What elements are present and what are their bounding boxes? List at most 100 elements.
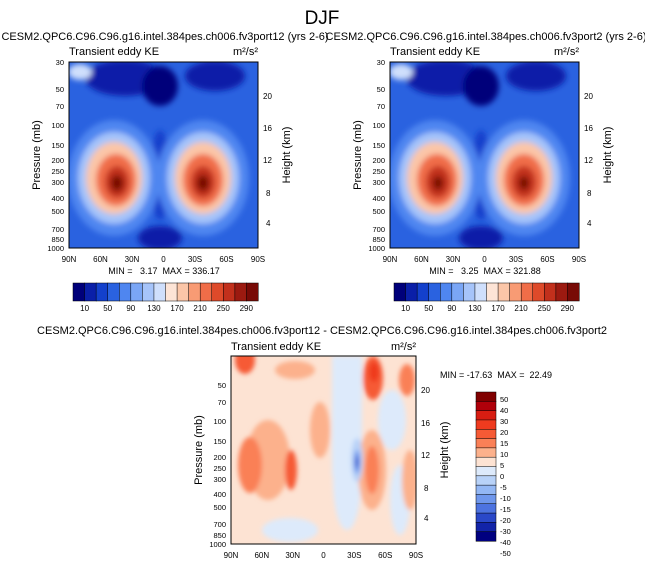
panel-2-frame — [389, 61, 580, 249]
y2-tick: 16 — [263, 124, 272, 133]
colorbar-swatch — [544, 282, 557, 302]
panel-3-subtitle: Transient eddy KE — [231, 341, 321, 353]
y-tick: 700 — [372, 225, 385, 234]
y-tick: 50 — [377, 85, 385, 94]
panel-1-yticks: 30 50 70 100 150 200 250 300 400 500 700… — [47, 58, 64, 253]
y2-tick: 8 — [424, 484, 429, 493]
cbar-label: -50 — [500, 549, 511, 558]
y2-tick: 4 — [424, 514, 429, 523]
colorbar-swatch — [246, 282, 259, 302]
colorbar-swatch — [475, 391, 497, 402]
panel-2-xticks: 90N 60N 30N 0 30S 60S 90S — [383, 255, 586, 264]
panel-3-frame — [230, 355, 417, 545]
cbar-label: 90 — [126, 304, 135, 313]
y-tick: 250 — [51, 167, 64, 176]
panel-1-ylabel: Pressure (mb) — [31, 120, 43, 190]
colorbar-swatch — [451, 282, 464, 302]
colorbar-swatch — [211, 282, 224, 302]
y2-tick: 20 — [584, 92, 593, 101]
colorbar-swatch — [475, 503, 497, 514]
colorbar-swatch — [165, 282, 178, 302]
panel-1-subtitle: Transient eddy KE — [69, 46, 159, 58]
colorbar-swatch — [188, 282, 201, 302]
panel-3-y2ticks: 4 8 12 16 20 — [421, 386, 430, 523]
cbar-label: 15 — [500, 439, 508, 448]
cbar-label: 10 — [500, 450, 508, 459]
cbar-label: 170 — [170, 304, 184, 313]
cbar-label: 130 — [468, 304, 482, 313]
panel-3-xticks: 90N 60N 30N 0 30S 60S 90S — [224, 551, 423, 560]
panel-2-units: m²/s² — [554, 46, 579, 58]
colorbar-swatch — [520, 282, 534, 302]
y2-tick: 12 — [263, 156, 272, 165]
y-tick: 250 — [372, 167, 385, 176]
panel-2-title: CESM2.QPC6.C96.C96.g16.intel.384pes.ch00… — [326, 31, 645, 43]
cbar-label: 210 — [193, 304, 207, 313]
cbar-label: 130 — [147, 304, 161, 313]
y2-tick: 4 — [587, 219, 592, 228]
colorbar-swatch — [176, 282, 190, 302]
y-tick: 1000 — [209, 540, 226, 549]
colorbar-swatch — [555, 282, 568, 302]
panel-1-xticks: 90N 60N 30N 0 30S 60S 90S — [62, 255, 265, 264]
panel-3-stats: MIN = -17.63 MAX = 22.49 — [440, 370, 552, 380]
colorbar-swatch — [463, 282, 476, 302]
x-tick: 60N — [93, 255, 108, 264]
panel-1: CESM2.QPC6.C96.C96.g16.intel.384pes.ch00… — [1, 31, 328, 313]
cbar-label: -15 — [500, 505, 511, 514]
x-tick: 30S — [188, 255, 202, 264]
cbar-label: 250 — [217, 304, 231, 313]
panel-2-subtitle: Transient eddy KE — [390, 46, 480, 58]
y-tick: 850 — [213, 531, 226, 540]
panel-1-y2ticks: 4 8 12 16 20 — [263, 92, 272, 228]
y2-tick: 20 — [263, 92, 272, 101]
panel-3: CESM2.QPC6.C96.C96.g16.intel.384pes.ch00… — [37, 325, 607, 560]
y-tick: 300 — [372, 178, 385, 187]
colorbar-swatch — [509, 282, 522, 302]
colorbar-swatch — [475, 466, 497, 477]
panel-2-yticks: 30 50 70 100 150 200 250 300 400 500 700… — [368, 58, 385, 253]
y2-tick: 8 — [266, 189, 271, 198]
y-tick: 500 — [213, 503, 226, 512]
colorbar-swatch — [72, 282, 86, 302]
y-tick: 850 — [372, 235, 385, 244]
y-tick: 70 — [56, 102, 64, 111]
panel-3-colorbar: 50 40 30 20 15 10 5 0 -5 -10 -15 -20 -30… — [475, 391, 511, 558]
cbar-label: -10 — [500, 494, 511, 503]
panel-2-field — [390, 62, 579, 248]
colorbar-swatch — [532, 282, 545, 302]
colorbar-swatch — [428, 282, 441, 302]
x-tick: 30S — [347, 551, 361, 560]
y2-tick: 4 — [266, 219, 271, 228]
y-tick: 700 — [213, 520, 226, 529]
colorbar-swatch — [475, 484, 497, 495]
panel-3-title: CESM2.QPC6.C96.C96.g16.intel.384pes.ch00… — [37, 325, 607, 337]
colorbar-swatch — [393, 282, 407, 302]
cbar-label: 250 — [538, 304, 552, 313]
cbar-label: -30 — [500, 527, 511, 536]
panel-3-units: m²/s² — [391, 341, 416, 353]
colorbar-swatch — [475, 401, 497, 412]
x-tick: 0 — [321, 551, 326, 560]
colorbar-swatch — [475, 438, 497, 449]
panel-2: CESM2.QPC6.C96.C96.g16.intel.384pes.ch00… — [326, 31, 645, 313]
y-tick: 300 — [51, 178, 64, 187]
panel-2-y2ticks: 4 8 12 16 20 — [584, 92, 593, 228]
y-tick: 400 — [372, 194, 385, 203]
x-tick: 30N — [125, 255, 140, 264]
colorbar-swatch — [119, 282, 132, 302]
y-tick: 200 — [372, 156, 385, 165]
colorbar-swatch — [405, 282, 418, 302]
y-tick: 500 — [51, 207, 64, 216]
cbar-label: 170 — [491, 304, 505, 313]
panel-2-ylabel: Pressure (mb) — [352, 120, 364, 190]
panel-1-title: CESM2.QPC6.C96.C96.g16.intel.384pes.ch00… — [1, 31, 328, 43]
y2-tick: 12 — [421, 451, 430, 460]
x-tick: 90N — [383, 255, 398, 264]
colorbar-swatch — [107, 282, 120, 302]
y-tick: 200 — [51, 156, 64, 165]
y-tick: 200 — [213, 453, 226, 462]
colorbar-swatch — [486, 282, 499, 302]
x-tick: 90N — [62, 255, 77, 264]
